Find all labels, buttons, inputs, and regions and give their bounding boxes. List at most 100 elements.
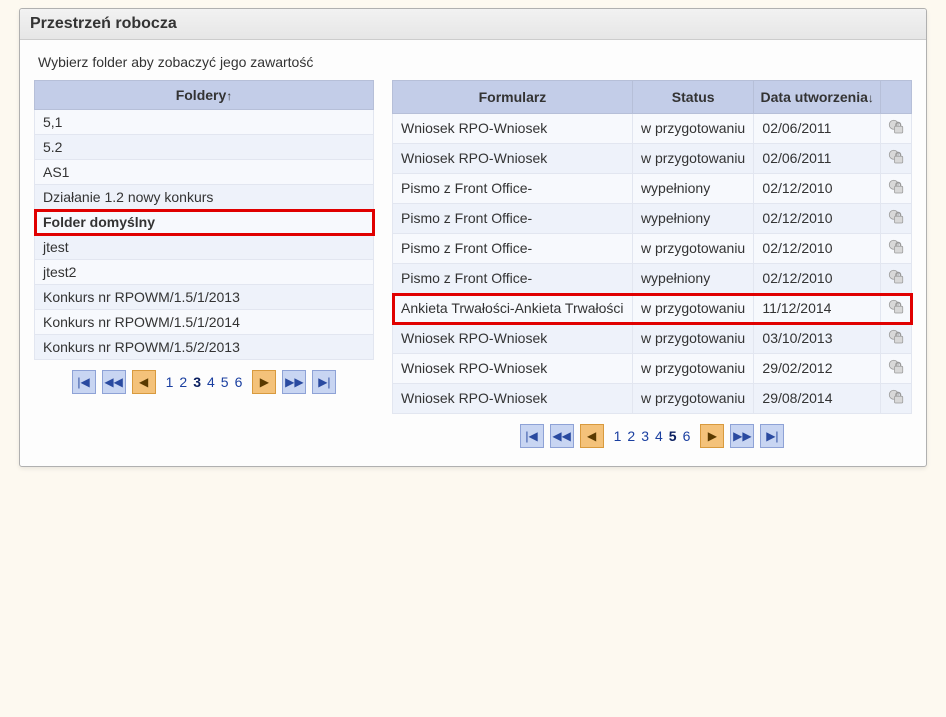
cell-date: 02/12/2010: [754, 174, 881, 204]
folder-row[interactable]: AS1: [35, 160, 374, 185]
cell-form: Wniosek RPO-Wniosek: [393, 114, 633, 144]
pager-page[interactable]: 3: [641, 428, 649, 444]
sort-desc-icon: ↓: [868, 91, 874, 105]
folder-row[interactable]: jtest: [35, 235, 374, 260]
cell-form: Wniosek RPO-Wniosek: [393, 144, 633, 174]
cell-status: w przygotowaniu: [632, 114, 753, 144]
lock-icon[interactable]: [887, 238, 905, 256]
folder-row[interactable]: Działanie 1.2 nowy konkurs: [35, 185, 374, 210]
cell-form: Pismo z Front Office-: [393, 264, 633, 294]
pager-first-button[interactable]: |◀: [520, 424, 544, 448]
folder-name[interactable]: Folder domyślny: [35, 210, 374, 235]
cell-action: [881, 144, 912, 174]
folder-name[interactable]: Konkurs nr RPOWM/1.5/1/2014: [35, 310, 374, 335]
col-form[interactable]: Formularz: [393, 81, 633, 114]
document-row[interactable]: Wniosek RPO-Wniosekw przygotowaniu02/06/…: [393, 114, 912, 144]
pager-page[interactable]: 5: [669, 428, 677, 444]
cell-date: 29/08/2014: [754, 384, 881, 414]
pager-page[interactable]: 4: [655, 428, 663, 444]
document-row[interactable]: Wniosek RPO-Wniosekw przygotowaniu29/02/…: [393, 354, 912, 384]
pager-page[interactable]: 1: [166, 374, 174, 390]
lock-icon[interactable]: [887, 268, 905, 286]
pager-fastprev-button[interactable]: ◀◀: [550, 424, 574, 448]
folder-name[interactable]: Działanie 1.2 nowy konkurs: [35, 185, 374, 210]
folder-name[interactable]: Konkurs nr RPOWM/1.5/2/2013: [35, 335, 374, 360]
pager-first-button[interactable]: |◀: [72, 370, 96, 394]
pager-last-button[interactable]: ▶|: [312, 370, 336, 394]
folder-name[interactable]: 5.2: [35, 135, 374, 160]
folders-header[interactable]: Foldery↑: [35, 81, 374, 110]
cell-date: 02/12/2010: [754, 234, 881, 264]
document-row[interactable]: Pismo z Front Office-wypełniony02/12/201…: [393, 204, 912, 234]
document-row[interactable]: Pismo z Front Office-wypełniony02/12/201…: [393, 264, 912, 294]
folder-name[interactable]: jtest: [35, 235, 374, 260]
pager-pages: 123456: [162, 374, 247, 390]
cell-form: Wniosek RPO-Wniosek: [393, 384, 633, 414]
pager-page[interactable]: 4: [207, 374, 215, 390]
folders-header-label: Foldery: [176, 87, 227, 103]
folder-name[interactable]: AS1: [35, 160, 374, 185]
pager-next-button[interactable]: ▶: [252, 370, 276, 394]
pager-fastnext-button[interactable]: ▶▶: [282, 370, 306, 394]
cell-date: 02/06/2011: [754, 144, 881, 174]
pager-next-button[interactable]: ▶: [700, 424, 724, 448]
cell-date: 11/12/2014: [754, 294, 881, 324]
folder-row[interactable]: 5,1: [35, 110, 374, 135]
cell-status: w przygotowaniu: [632, 294, 753, 324]
document-row[interactable]: Pismo z Front Office-wypełniony02/12/201…: [393, 174, 912, 204]
cell-action: [881, 294, 912, 324]
cell-action: [881, 174, 912, 204]
lock-icon[interactable]: [887, 118, 905, 136]
folder-row[interactable]: jtest2: [35, 260, 374, 285]
cell-status: w przygotowaniu: [632, 144, 753, 174]
folder-row[interactable]: Konkurs nr RPOWM/1.5/2/2013: [35, 335, 374, 360]
pager-pages: 123456: [610, 428, 695, 444]
folder-name[interactable]: jtest2: [35, 260, 374, 285]
lock-icon[interactable]: [887, 358, 905, 376]
cell-date: 02/06/2011: [754, 114, 881, 144]
folder-row[interactable]: Konkurs nr RPOWM/1.5/1/2014: [35, 310, 374, 335]
document-row[interactable]: Pismo z Front Office-w przygotowaniu02/1…: [393, 234, 912, 264]
lock-icon[interactable]: [887, 148, 905, 166]
folder-row[interactable]: Folder domyślny: [35, 210, 374, 235]
lock-icon[interactable]: [887, 208, 905, 226]
pager-page[interactable]: 2: [179, 374, 187, 390]
pager-prev-button[interactable]: ◀: [132, 370, 156, 394]
folder-name[interactable]: 5,1: [35, 110, 374, 135]
panel-title: Przestrzeń robocza: [20, 9, 926, 40]
cell-form: Wniosek RPO-Wniosek: [393, 324, 633, 354]
panel-body: Wybierz folder aby zobaczyć jego zawarto…: [20, 40, 926, 466]
pager-page[interactable]: 6: [235, 374, 243, 390]
lock-icon[interactable]: [887, 388, 905, 406]
pager-page[interactable]: 3: [193, 374, 201, 390]
document-row[interactable]: Wniosek RPO-Wniosekw przygotowaniu02/06/…: [393, 144, 912, 174]
folder-name[interactable]: Konkurs nr RPOWM/1.5/1/2013: [35, 285, 374, 310]
workspace-panel: Przestrzeń robocza Wybierz folder aby zo…: [19, 8, 927, 467]
pager-page[interactable]: 1: [614, 428, 622, 444]
pager-page[interactable]: 5: [221, 374, 229, 390]
document-row[interactable]: Ankieta Trwałości-Ankieta Trwałościw prz…: [393, 294, 912, 324]
folder-row[interactable]: 5.2: [35, 135, 374, 160]
lock-icon[interactable]: [887, 298, 905, 316]
col-created-label: Data utworzenia: [761, 89, 868, 105]
lock-icon[interactable]: [887, 178, 905, 196]
col-status[interactable]: Status: [632, 81, 753, 114]
pager-prev-button[interactable]: ◀: [580, 424, 604, 448]
pager-fastnext-button[interactable]: ▶▶: [730, 424, 754, 448]
lock-icon[interactable]: [887, 328, 905, 346]
pager-page[interactable]: 6: [683, 428, 691, 444]
pager-last-button[interactable]: ▶|: [760, 424, 784, 448]
cell-form: Ankieta Trwałości-Ankieta Trwałości: [393, 294, 633, 324]
cell-form: Pismo z Front Office-: [393, 174, 633, 204]
cell-action: [881, 354, 912, 384]
cell-status: wypełniony: [632, 174, 753, 204]
pager-page[interactable]: 2: [627, 428, 635, 444]
cell-form: Pismo z Front Office-: [393, 204, 633, 234]
col-created[interactable]: Data utworzenia↓: [754, 81, 881, 114]
document-row[interactable]: Wniosek RPO-Wniosekw przygotowaniu29/08/…: [393, 384, 912, 414]
folder-row[interactable]: Konkurs nr RPOWM/1.5/1/2013: [35, 285, 374, 310]
cell-date: 02/12/2010: [754, 264, 881, 294]
pager-fastprev-button[interactable]: ◀◀: [102, 370, 126, 394]
document-row[interactable]: Wniosek RPO-Wniosekw przygotowaniu03/10/…: [393, 324, 912, 354]
documents-table: Formularz Status Data utworzenia↓ Wniose…: [392, 80, 912, 414]
